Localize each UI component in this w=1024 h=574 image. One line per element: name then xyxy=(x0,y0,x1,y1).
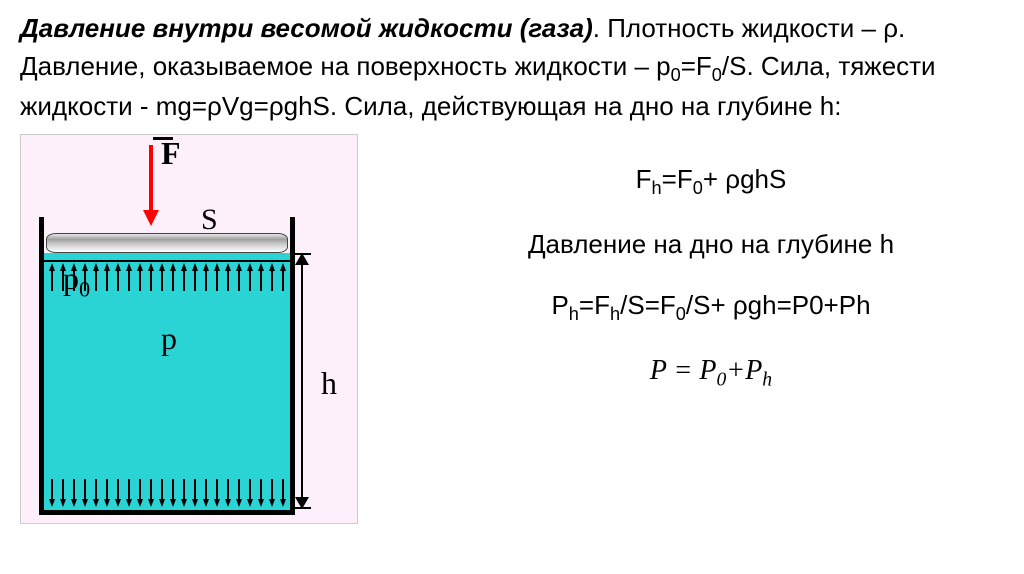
formula-force: Fh=F0+ ρghS xyxy=(418,164,1004,199)
formula-final: P = P0+Ph xyxy=(418,355,1004,392)
pressure-arrows-down xyxy=(49,499,286,507)
pressure-diagram: F S p0 p xyxy=(20,134,358,524)
formulas-panel: Fh=F0+ ρghS Давление на дно на глубине h… xyxy=(418,134,1004,524)
piston xyxy=(46,233,288,253)
formula-pressure: Ph=Fh/S=F0/S+ ρgh=P0+Ph xyxy=(418,290,1004,325)
p-label: p xyxy=(161,320,177,357)
formula-text: Давление на дно на глубине h xyxy=(418,229,1004,260)
title: Давление внутри весомой жидкости (газа) xyxy=(20,13,593,43)
sub2: 0 xyxy=(712,65,722,85)
surface-label: S xyxy=(201,203,218,237)
p0-label: p0 xyxy=(63,260,90,302)
force-label: F xyxy=(161,135,181,172)
header-paragraph: Давление внутри весомой жидкости (газа).… xyxy=(20,10,1004,126)
force-arrow-icon xyxy=(149,145,159,226)
text-part2: =F xyxy=(681,51,712,81)
height-label: h xyxy=(321,365,337,402)
height-indicator xyxy=(301,253,303,509)
sub1: 0 xyxy=(671,65,681,85)
vessel-bottom xyxy=(39,510,295,515)
